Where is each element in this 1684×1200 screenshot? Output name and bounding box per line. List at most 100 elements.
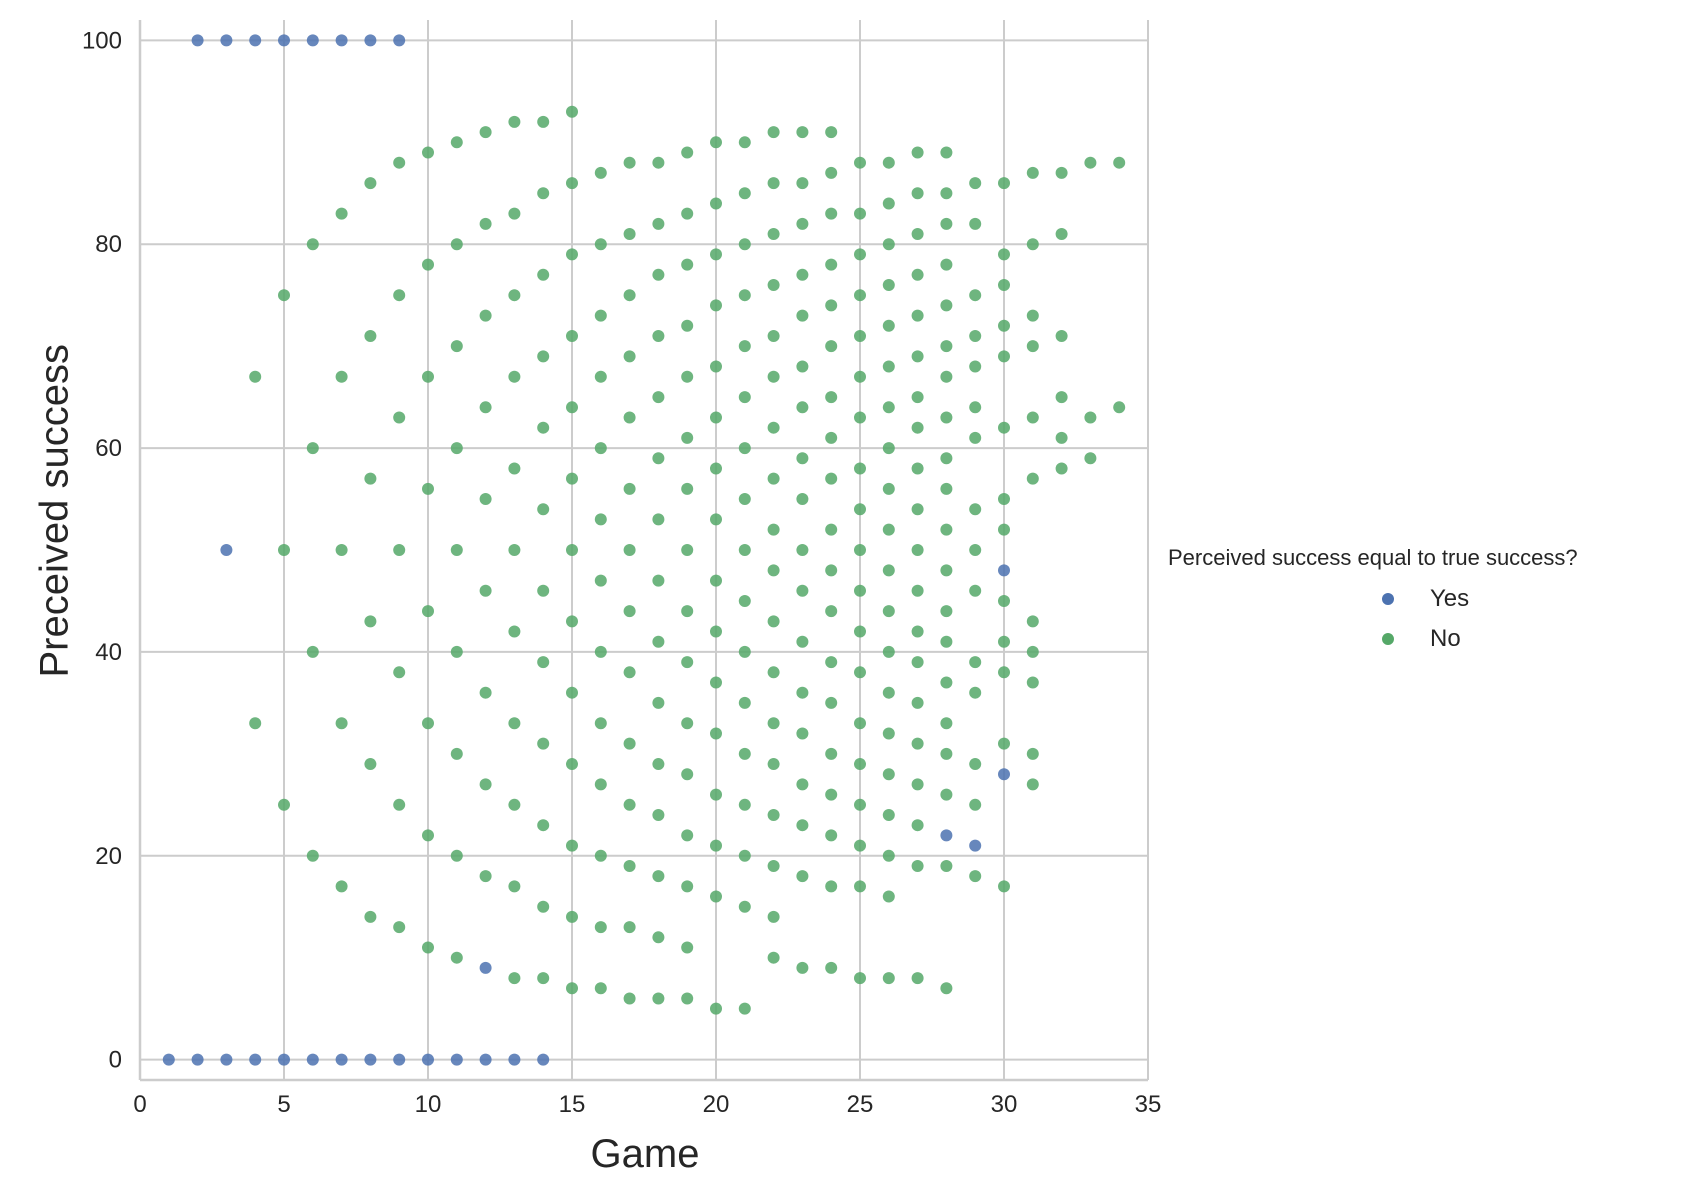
data-point-no <box>422 605 434 618</box>
data-point-no <box>969 289 982 302</box>
data-point-no <box>306 645 319 658</box>
data-point-no <box>825 747 838 760</box>
data-point-no <box>566 758 578 771</box>
data-point-no <box>796 452 809 465</box>
data-point-no <box>796 493 809 506</box>
data-point-no <box>508 625 521 638</box>
data-point-no <box>738 187 751 200</box>
data-point-no <box>1026 238 1039 251</box>
data-point-yes <box>220 1053 233 1066</box>
data-point-no <box>566 686 578 699</box>
data-point-yes <box>479 961 492 974</box>
data-point-no <box>594 717 607 730</box>
data-point-no <box>882 482 895 495</box>
data-point-no <box>854 462 866 475</box>
data-point-no <box>681 992 694 1005</box>
data-point-no <box>767 472 780 485</box>
data-point-no <box>652 931 665 944</box>
data-point-no <box>767 758 780 771</box>
data-point-no <box>796 870 809 883</box>
data-point-no <box>537 503 550 516</box>
data-point-no <box>537 584 550 597</box>
data-point-no <box>882 890 895 903</box>
data-point-no <box>623 411 636 424</box>
data-point-yes <box>422 1053 434 1066</box>
data-point-no <box>422 941 434 954</box>
data-point-no <box>767 717 780 730</box>
data-point-no <box>940 676 953 689</box>
data-point-no <box>537 656 550 669</box>
data-point-no <box>825 431 838 444</box>
data-point-no <box>594 442 607 455</box>
data-point-no <box>393 921 406 934</box>
data-point-yes <box>249 34 262 47</box>
data-point-no <box>969 329 982 342</box>
data-point-no <box>767 951 780 964</box>
data-point-no <box>450 340 463 353</box>
data-point-no <box>796 401 809 414</box>
data-point-no <box>1055 228 1068 241</box>
y-tick-label: 60 <box>95 435 122 462</box>
data-point-no <box>767 809 780 821</box>
data-point-yes <box>278 34 290 47</box>
data-point-no <box>882 972 895 985</box>
data-point-no <box>710 1002 722 1015</box>
data-point-no <box>479 217 492 230</box>
data-point-no <box>882 523 895 536</box>
data-point-no <box>911 859 924 872</box>
data-point-no <box>940 187 953 200</box>
data-point-no <box>681 717 694 730</box>
data-point-yes <box>998 564 1010 577</box>
legend-item-no: No <box>1382 619 1678 659</box>
data-point-no <box>940 370 953 383</box>
data-point-no <box>825 564 838 577</box>
data-point-no <box>479 401 492 414</box>
data-point-no <box>537 268 550 281</box>
data-point-no <box>278 544 290 556</box>
data-point-no <box>767 859 780 872</box>
data-point-no <box>882 686 895 699</box>
data-point-no <box>364 472 377 485</box>
data-point-no <box>882 645 895 658</box>
data-point-no <box>969 503 982 516</box>
data-point-no <box>1055 462 1068 475</box>
data-point-no <box>940 482 953 495</box>
data-point-no <box>1026 778 1039 791</box>
data-point-no <box>508 717 521 730</box>
data-point-no <box>738 696 751 709</box>
data-point-no <box>854 880 866 893</box>
data-point-no <box>335 717 348 730</box>
data-point-no <box>738 594 751 607</box>
data-point-no <box>450 544 463 556</box>
data-point-no <box>623 992 636 1005</box>
data-point-no <box>738 798 751 811</box>
data-point-no <box>854 411 866 424</box>
data-point-no <box>854 798 866 811</box>
data-point-no <box>364 910 377 923</box>
data-point-no <box>882 279 895 291</box>
data-point-no <box>537 350 550 363</box>
data-point-no <box>998 523 1010 536</box>
data-point-no <box>479 493 492 506</box>
data-point-no <box>940 564 953 577</box>
data-point-no <box>594 370 607 383</box>
data-point-no <box>710 625 722 638</box>
data-point-no <box>508 544 521 556</box>
data-point-no <box>882 442 895 455</box>
data-point-no <box>393 798 406 811</box>
x-tick-label: 25 <box>847 1091 874 1118</box>
data-point-no <box>767 615 780 628</box>
tick-labels: 0 5 10 15 20 25 30 35 0 20 40 60 80 100 <box>82 27 1161 1118</box>
data-point-no <box>998 635 1010 648</box>
data-point-no <box>306 849 319 862</box>
data-point-no <box>278 798 290 811</box>
data-point-no <box>940 747 953 760</box>
data-point-no <box>1026 309 1039 322</box>
data-point-yes <box>220 34 233 47</box>
data-point-no <box>825 788 838 801</box>
data-point-no <box>681 207 694 220</box>
data-point-yes <box>335 34 348 47</box>
data-point-yes <box>479 1053 492 1066</box>
data-point-no <box>652 696 665 709</box>
